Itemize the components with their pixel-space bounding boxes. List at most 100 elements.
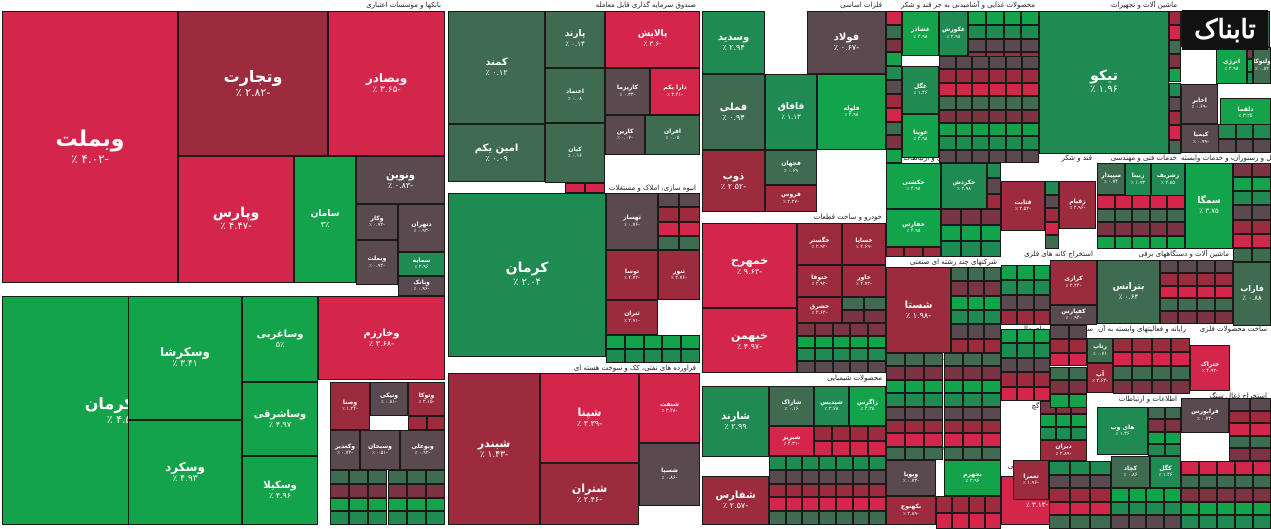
stock-tile-vasagharbi[interactable]: وساغربی ۵٪ [242, 296, 318, 382]
minor-stock-cell[interactable] [1055, 414, 1072, 427]
minor-stock-cell[interactable] [850, 441, 868, 456]
minor-stock-cell[interactable] [1253, 124, 1271, 139]
minor-stock-cell[interactable] [864, 310, 886, 323]
minor-stock-cell[interactable] [967, 267, 985, 282]
minor-stock-cell[interactable] [941, 241, 961, 257]
minor-stock-cell[interactable] [1033, 357, 1050, 373]
minor-stock-cell[interactable] [1001, 386, 1018, 401]
minor-stock-cell[interactable] [939, 69, 956, 83]
minor-stock-cell[interactable] [1247, 59, 1253, 72]
minor-stock-cell[interactable] [905, 419, 925, 434]
minor-stock-cell[interactable] [972, 122, 989, 137]
minor-stock-cell[interactable] [1040, 427, 1056, 440]
minor-stock-cell[interactable] [1149, 235, 1168, 249]
minor-stock-cell[interactable] [984, 496, 1001, 513]
minor-stock-cell[interactable] [1113, 338, 1133, 352]
minor-stock-cell[interactable] [1160, 272, 1179, 286]
minor-stock-cell[interactable] [1233, 205, 1252, 220]
minor-stock-cell[interactable] [868, 426, 886, 441]
minor-stock-cell[interactable] [987, 163, 1001, 179]
minor-stock-cell[interactable] [1250, 435, 1271, 449]
minor-stock-cell[interactable] [1229, 435, 1250, 449]
minor-stock-cell[interactable] [814, 360, 833, 373]
minor-stock-cell[interactable] [924, 379, 944, 394]
minor-stock-cell[interactable] [984, 512, 1001, 529]
minor-stock-cell[interactable] [1022, 109, 1039, 123]
minor-stock-cell[interactable] [968, 24, 986, 39]
stock-tile-faraab[interactable]: فاراب ۰.۸۸ ٪ [1233, 262, 1271, 326]
minor-stock-cell[interactable] [1017, 310, 1034, 325]
minor-stock-cell[interactable] [330, 511, 350, 525]
minor-stock-cell[interactable] [406, 483, 426, 498]
minor-stock-cell[interactable] [1149, 208, 1168, 222]
minor-stock-cell[interactable] [1164, 443, 1181, 456]
minor-stock-cell[interactable] [981, 241, 1001, 257]
minor-stock-cell[interactable] [1160, 285, 1179, 299]
minor-stock-cell[interactable] [1217, 461, 1235, 475]
minor-stock-cell[interactable] [797, 323, 815, 336]
minor-stock-cell[interactable] [939, 96, 956, 110]
minor-stock-cell[interactable] [985, 24, 1004, 39]
stock-tile-small[interactable]: کچاد ۰.۸۶ ٪ [1111, 456, 1150, 488]
minor-stock-cell[interactable] [1033, 343, 1050, 358]
stock-tile-small[interactable]: زقیام -۲.۹۶ ٪ [1059, 181, 1096, 229]
stock-tile-small[interactable]: آپ -۲.۶۳ ٪ [1087, 363, 1113, 393]
minor-stock-cell[interactable] [972, 96, 989, 110]
minor-stock-cell[interactable] [624, 335, 644, 349]
minor-stock-cell[interactable] [1132, 208, 1150, 222]
stock-tile-small[interactable]: وپویا -۰.۷۳ ٪ [886, 460, 936, 496]
stock-tile-small[interactable]: زاگرس ۴.۲۸ ٪ [849, 386, 886, 426]
stock-tile-small[interactable]: کاریزما -۰.۳۴ ٪ [605, 68, 650, 115]
minor-stock-cell[interactable] [1170, 338, 1190, 352]
minor-stock-cell[interactable] [1097, 195, 1115, 209]
minor-stock-cell[interactable] [886, 66, 902, 81]
minor-stock-cell[interactable] [785, 483, 803, 498]
minor-stock-cell[interactable] [924, 433, 944, 447]
minor-stock-cell[interactable] [835, 511, 853, 525]
minor-stock-cell[interactable] [1218, 124, 1236, 139]
minor-stock-cell[interactable] [962, 393, 982, 407]
minor-stock-cell[interactable] [989, 122, 1006, 137]
stock-tile-vsadid[interactable]: وسدید ۲.۹۴ ٪ [702, 11, 765, 74]
minor-stock-cell[interactable] [968, 512, 985, 529]
minor-stock-cell[interactable] [1049, 501, 1070, 516]
minor-stock-cell[interactable] [1217, 488, 1235, 502]
minor-stock-cell[interactable] [1021, 24, 1039, 39]
minor-stock-cell[interactable] [1040, 414, 1056, 427]
stock-tile-khabahman[interactable]: خبهمن -۴.۹۷ ٪ [702, 308, 797, 373]
minor-stock-cell[interactable] [1071, 414, 1087, 427]
stock-tile-vnovin[interactable]: ونوین -۰.۸۳ ٪ [356, 156, 445, 204]
minor-stock-cell[interactable] [1050, 325, 1069, 339]
minor-stock-cell[interactable] [842, 310, 864, 323]
minor-stock-cell[interactable] [1169, 11, 1181, 26]
minor-stock-cell[interactable] [1196, 260, 1215, 273]
minor-stock-cell[interactable] [962, 419, 982, 434]
minor-stock-cell[interactable] [868, 441, 886, 456]
minor-stock-cell[interactable] [905, 433, 925, 447]
minor-stock-cell[interactable] [802, 497, 820, 512]
minor-stock-cell[interactable] [955, 82, 973, 97]
stock-tile-small[interactable]: شپدیس ۲.۷۸ ٪ [814, 386, 849, 426]
minor-stock-cell[interactable] [368, 511, 388, 525]
minor-stock-cell[interactable] [1045, 181, 1059, 195]
minor-stock-cell[interactable] [819, 469, 836, 484]
minor-stock-cell[interactable] [905, 446, 925, 460]
minor-stock-cell[interactable] [835, 497, 853, 512]
minor-stock-cell[interactable] [1214, 298, 1233, 312]
minor-stock-cell[interactable] [1235, 501, 1253, 516]
minor-stock-cell[interactable] [968, 11, 986, 25]
minor-stock-cell[interactable] [1001, 372, 1018, 387]
minor-stock-cell[interactable] [819, 456, 836, 470]
minor-stock-cell[interactable] [1235, 138, 1254, 153]
minor-stock-cell[interactable] [1178, 298, 1197, 312]
minor-stock-cell[interactable] [984, 295, 1001, 310]
minor-stock-cell[interactable] [1045, 235, 1059, 249]
minor-stock-cell[interactable] [981, 209, 1001, 225]
minor-stock-cell[interactable] [425, 483, 445, 498]
minor-stock-cell[interactable] [984, 310, 1001, 325]
stock-tile-shefaras[interactable]: شفارس -۲.۵۷ ٪ [702, 476, 769, 525]
minor-stock-cell[interactable] [1111, 488, 1129, 502]
minor-stock-cell[interactable] [1005, 56, 1023, 70]
minor-stock-cell[interactable] [1113, 380, 1133, 394]
minor-stock-cell[interactable] [905, 366, 925, 380]
